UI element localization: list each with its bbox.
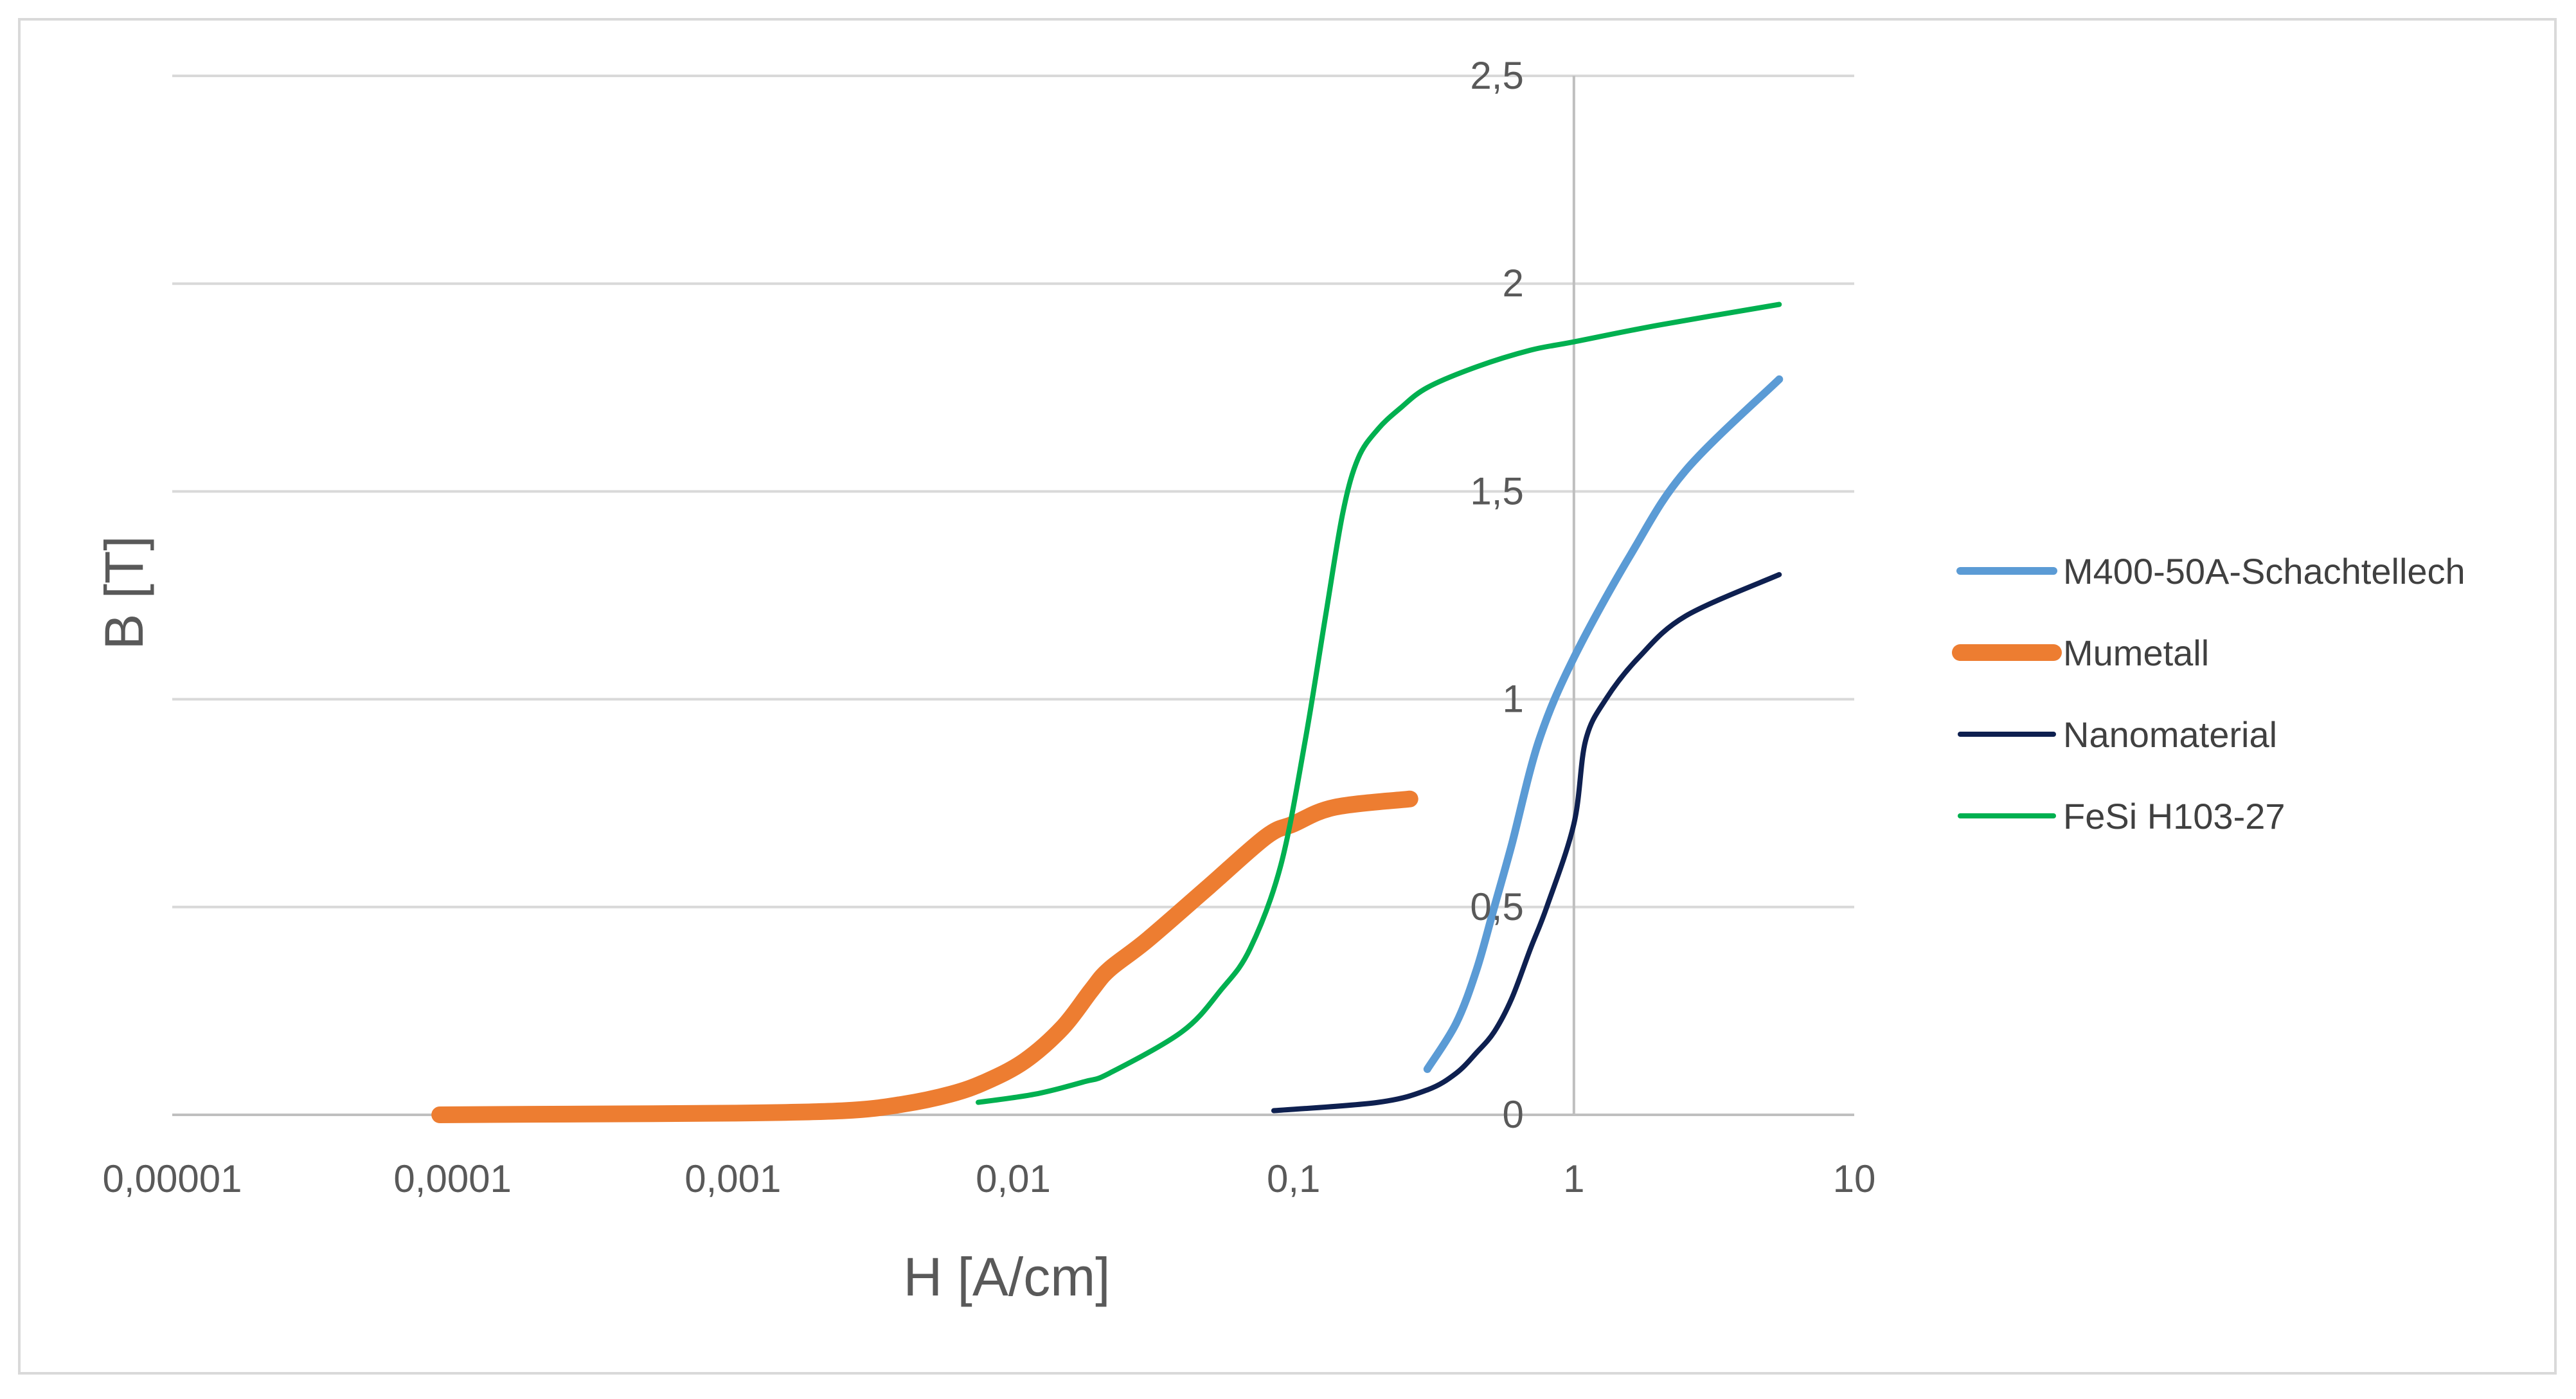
y-tick-label: 0,5 — [1470, 885, 1523, 928]
x-tick-label: 0,0001 — [393, 1157, 512, 1200]
x-tick-label: 10 — [1833, 1157, 1876, 1200]
y-tick-label: 1 — [1502, 678, 1523, 721]
series-line-nanomaterial — [1271, 572, 1782, 1114]
legend: M400-50A-Schachtellech Mumetall Nanomateri… — [1952, 551, 2465, 836]
series-line-m400-50a-schachtellech — [1423, 375, 1784, 1073]
x-tick-label: 1 — [1563, 1157, 1584, 1200]
series-line-fesi-h103-27 — [976, 302, 1782, 1105]
x-tick-labels: 0,00001 0,0001 0,001 0,01 0,1 1 10 — [103, 1157, 1876, 1200]
legend-label: Nanomaterial — [2063, 714, 2277, 755]
axes — [172, 76, 1854, 1116]
y-tick-label: 0 — [1502, 1093, 1523, 1136]
legend-label: FeSi H103-27 — [2063, 796, 2285, 836]
chart-frame — [18, 18, 2557, 1375]
series-lines — [431, 302, 1784, 1123]
x-axis-title: H [A/cm] — [903, 1247, 1110, 1307]
y-tick-label: 2,5 — [1470, 54, 1523, 97]
gridlines — [172, 75, 1854, 908]
x-tick-label: 0,1 — [1267, 1157, 1320, 1200]
x-tick-label: 0,01 — [976, 1157, 1051, 1200]
x-tick-label: 0,001 — [684, 1157, 781, 1200]
y-tick-label: 2 — [1502, 262, 1523, 305]
series-line-mumetall — [431, 790, 1418, 1123]
y-axis-title: B [T] — [94, 536, 154, 649]
x-tick-label: 0,00001 — [103, 1157, 242, 1200]
y-tick-label: 1,5 — [1470, 469, 1523, 512]
y-tick-labels: 0 0,5 1 1,5 2 2,5 — [1470, 54, 1523, 1136]
legend-label: Mumetall — [2063, 633, 2209, 673]
legend-label: M400-50A-Schachtellech — [2063, 551, 2465, 591]
